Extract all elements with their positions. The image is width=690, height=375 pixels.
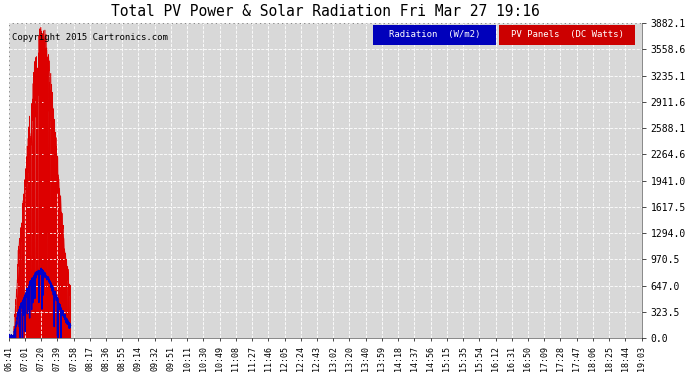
Title: Total PV Power & Solar Radiation Fri Mar 27 19:16: Total PV Power & Solar Radiation Fri Mar… (110, 4, 540, 19)
Text: Copyright 2015 Cartronics.com: Copyright 2015 Cartronics.com (12, 33, 168, 42)
Text: PV Panels  (DC Watts): PV Panels (DC Watts) (511, 30, 624, 39)
FancyBboxPatch shape (499, 25, 635, 45)
Text: Radiation  (W/m2): Radiation (W/m2) (388, 30, 480, 39)
FancyBboxPatch shape (373, 25, 496, 45)
